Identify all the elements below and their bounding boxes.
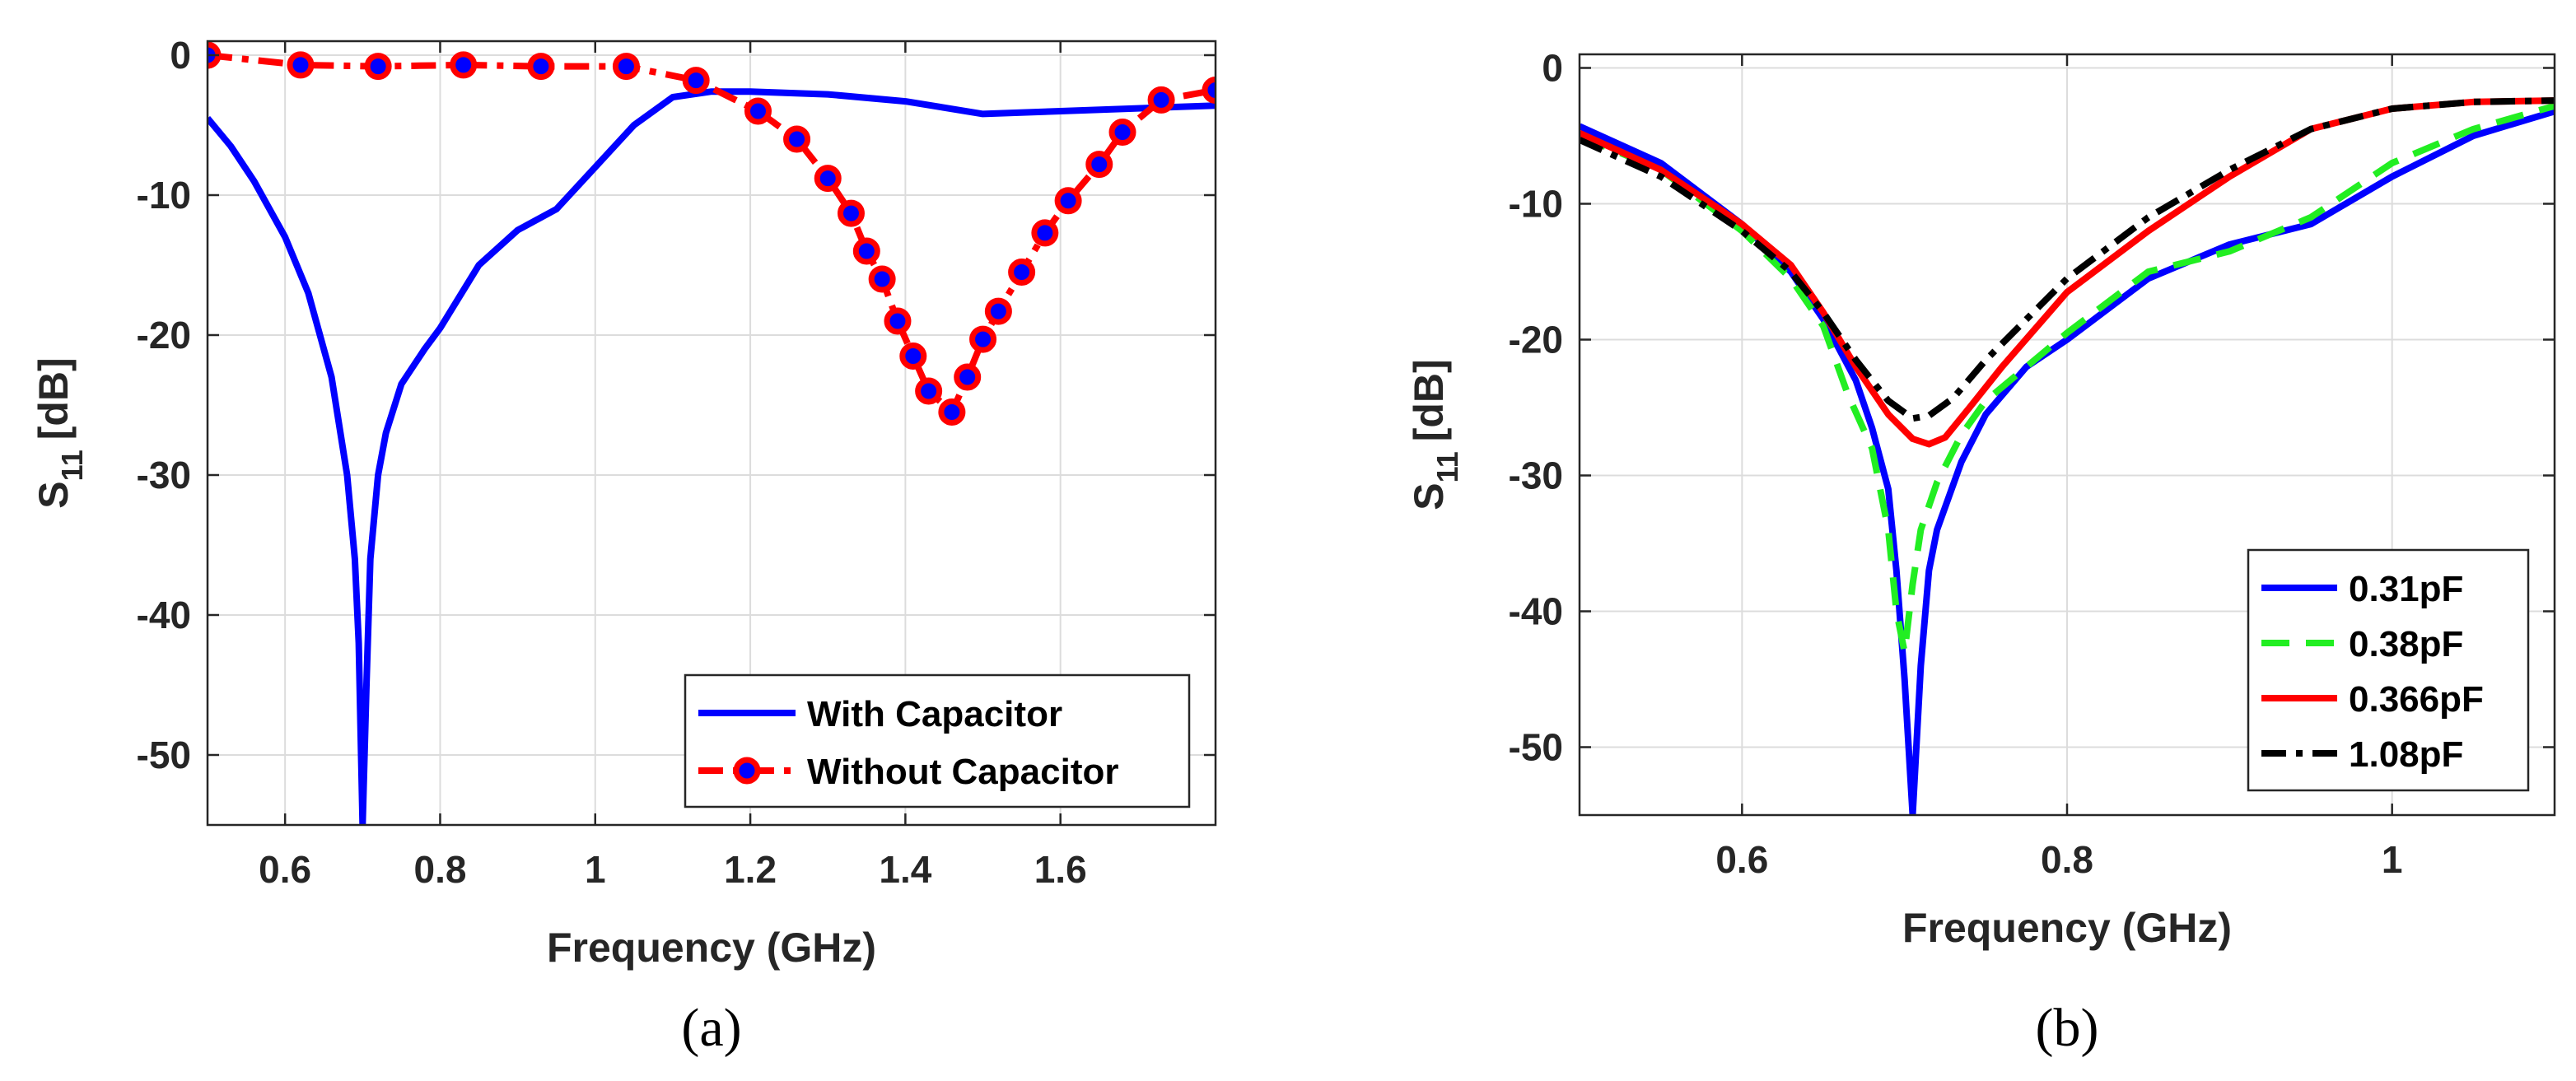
series-marker xyxy=(744,97,772,125)
series-with-capacitor xyxy=(208,88,1216,825)
legend: 0.31pF 0.38pF 0.366pF 1.08pF xyxy=(2247,548,2530,792)
y-tick-label: -20 xyxy=(137,314,191,356)
y-tick-label: 0 xyxy=(1542,47,1563,90)
series-without-capacitor xyxy=(208,41,1216,426)
series-marker xyxy=(899,342,927,370)
series-line xyxy=(1580,97,2555,422)
x-axis-label: Frequency (GHz) xyxy=(1902,905,2232,951)
x-tick-label: 1 xyxy=(2382,838,2403,881)
series-marker xyxy=(1108,119,1136,146)
y-tick-label: -10 xyxy=(1509,183,1563,226)
chart-panel-b: 0.6 0.8 1 0 -10 -20 -30 -40 -50 Frequency (GHz) S1… xyxy=(1406,47,2556,1058)
series-marker xyxy=(954,363,982,391)
y-tick-label: 0 xyxy=(170,34,191,77)
y-tick-label: -40 xyxy=(1509,590,1563,633)
y-tick-label: -50 xyxy=(1509,726,1563,769)
y-tick-label: -30 xyxy=(1509,454,1563,497)
series-marker xyxy=(364,53,392,81)
legend-box xyxy=(684,673,1191,808)
series-marker xyxy=(814,165,842,193)
y-axis-label: S11[dB] xyxy=(1406,359,1464,510)
x-tick-label: 1.6 xyxy=(1034,848,1087,891)
series-line xyxy=(208,88,1216,825)
x-tick-label: 1 xyxy=(585,848,606,891)
series-marker xyxy=(852,237,880,265)
series-marker xyxy=(783,125,811,153)
legend-label: 0.38pF xyxy=(2349,624,2463,664)
series-marker xyxy=(984,297,1012,325)
y-tick-label: -30 xyxy=(137,454,191,496)
series-marker xyxy=(1054,187,1082,215)
x-tick-label: 0.8 xyxy=(2041,838,2093,881)
y-tick-label: -50 xyxy=(137,734,191,776)
series-marker xyxy=(1085,151,1113,179)
x-axis-label: Frequency (GHz) xyxy=(547,925,876,971)
legend-marker xyxy=(733,757,761,785)
chart-panel-a: 0.6 0.8 1 1.2 1.4 1.6 0 -10 -20 -30 -40 -50 Frequenc… xyxy=(30,34,1217,1058)
series-marker xyxy=(527,53,555,81)
x-tick-label: 0.6 xyxy=(1715,838,1768,881)
x-tick-label: 1.4 xyxy=(879,848,931,891)
series-marker xyxy=(612,53,640,81)
y-tick-label: -20 xyxy=(1509,319,1563,361)
legend-label: With Capacitor xyxy=(807,694,1062,734)
y-tick-label: -40 xyxy=(137,594,191,636)
series-marker xyxy=(884,307,912,335)
legend: With Capacitor Without Capacitor xyxy=(684,673,1191,808)
series-0-38pf xyxy=(1580,102,2555,655)
series-marker xyxy=(1147,86,1175,114)
series-marker xyxy=(450,51,478,79)
series-marker xyxy=(969,325,997,353)
series-line xyxy=(1580,108,2555,815)
series-marker xyxy=(1031,219,1059,247)
series-marker xyxy=(915,377,943,405)
series-0-31pf xyxy=(1580,108,2555,815)
legend-label: 0.366pF xyxy=(2349,679,2484,720)
series-line xyxy=(1580,102,2555,655)
y-axis-label: S11[dB] xyxy=(30,357,89,508)
axes-box xyxy=(206,40,1217,827)
series-1-08pf xyxy=(1580,97,2555,422)
series-marker xyxy=(938,398,966,426)
legend-label: 1.08pF xyxy=(2349,734,2463,775)
panel-caption: (a) xyxy=(681,998,741,1058)
panel-caption: (b) xyxy=(2036,998,2099,1058)
legend-label: Without Capacitor xyxy=(807,752,1118,792)
series-marker xyxy=(1202,77,1216,104)
series-marker xyxy=(287,51,315,79)
series-marker xyxy=(868,265,896,293)
x-tick-label: 0.6 xyxy=(259,848,311,891)
x-tick-label: 0.8 xyxy=(413,848,466,891)
y-tick-label: -10 xyxy=(137,174,191,217)
series-marker xyxy=(682,67,710,95)
legend-label: 0.31pF xyxy=(2349,569,2463,609)
series-marker xyxy=(837,199,865,227)
series-marker xyxy=(1008,259,1036,286)
x-tick-label: 1.2 xyxy=(724,848,777,891)
